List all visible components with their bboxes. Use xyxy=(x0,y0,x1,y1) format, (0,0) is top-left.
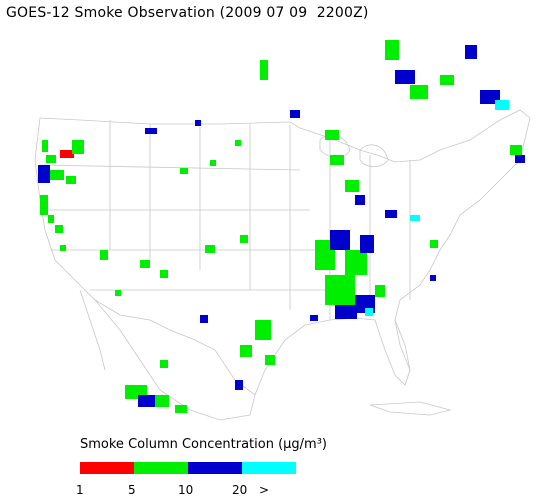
legend-swatch-blue xyxy=(188,462,242,474)
legend-tick-1: 1 xyxy=(76,483,84,497)
legend-tick-20: 20 xyxy=(232,483,248,497)
legend-tick-5: 5 xyxy=(128,483,136,497)
cuba xyxy=(369,401,452,416)
smoke-map xyxy=(34,40,531,421)
state-borders xyxy=(34,109,531,421)
florida xyxy=(394,319,411,386)
us-outline xyxy=(34,109,531,396)
legend-color-bar xyxy=(80,462,296,474)
smoke-pixels xyxy=(38,40,525,413)
mexico-outline xyxy=(94,299,256,421)
legend-tick-max: > xyxy=(259,483,270,497)
baja xyxy=(79,289,106,371)
legend-tick-10: 10 xyxy=(178,483,194,497)
legend-swatch-cyan xyxy=(242,462,296,474)
legend-swatch-red xyxy=(80,462,134,474)
legend-title: Smoke Column Concentration (μg/m³) xyxy=(80,437,327,452)
map-title: GOES-12 Smoke Observation (2009 07 09 22… xyxy=(6,5,369,21)
legend-swatch-green xyxy=(134,462,188,474)
